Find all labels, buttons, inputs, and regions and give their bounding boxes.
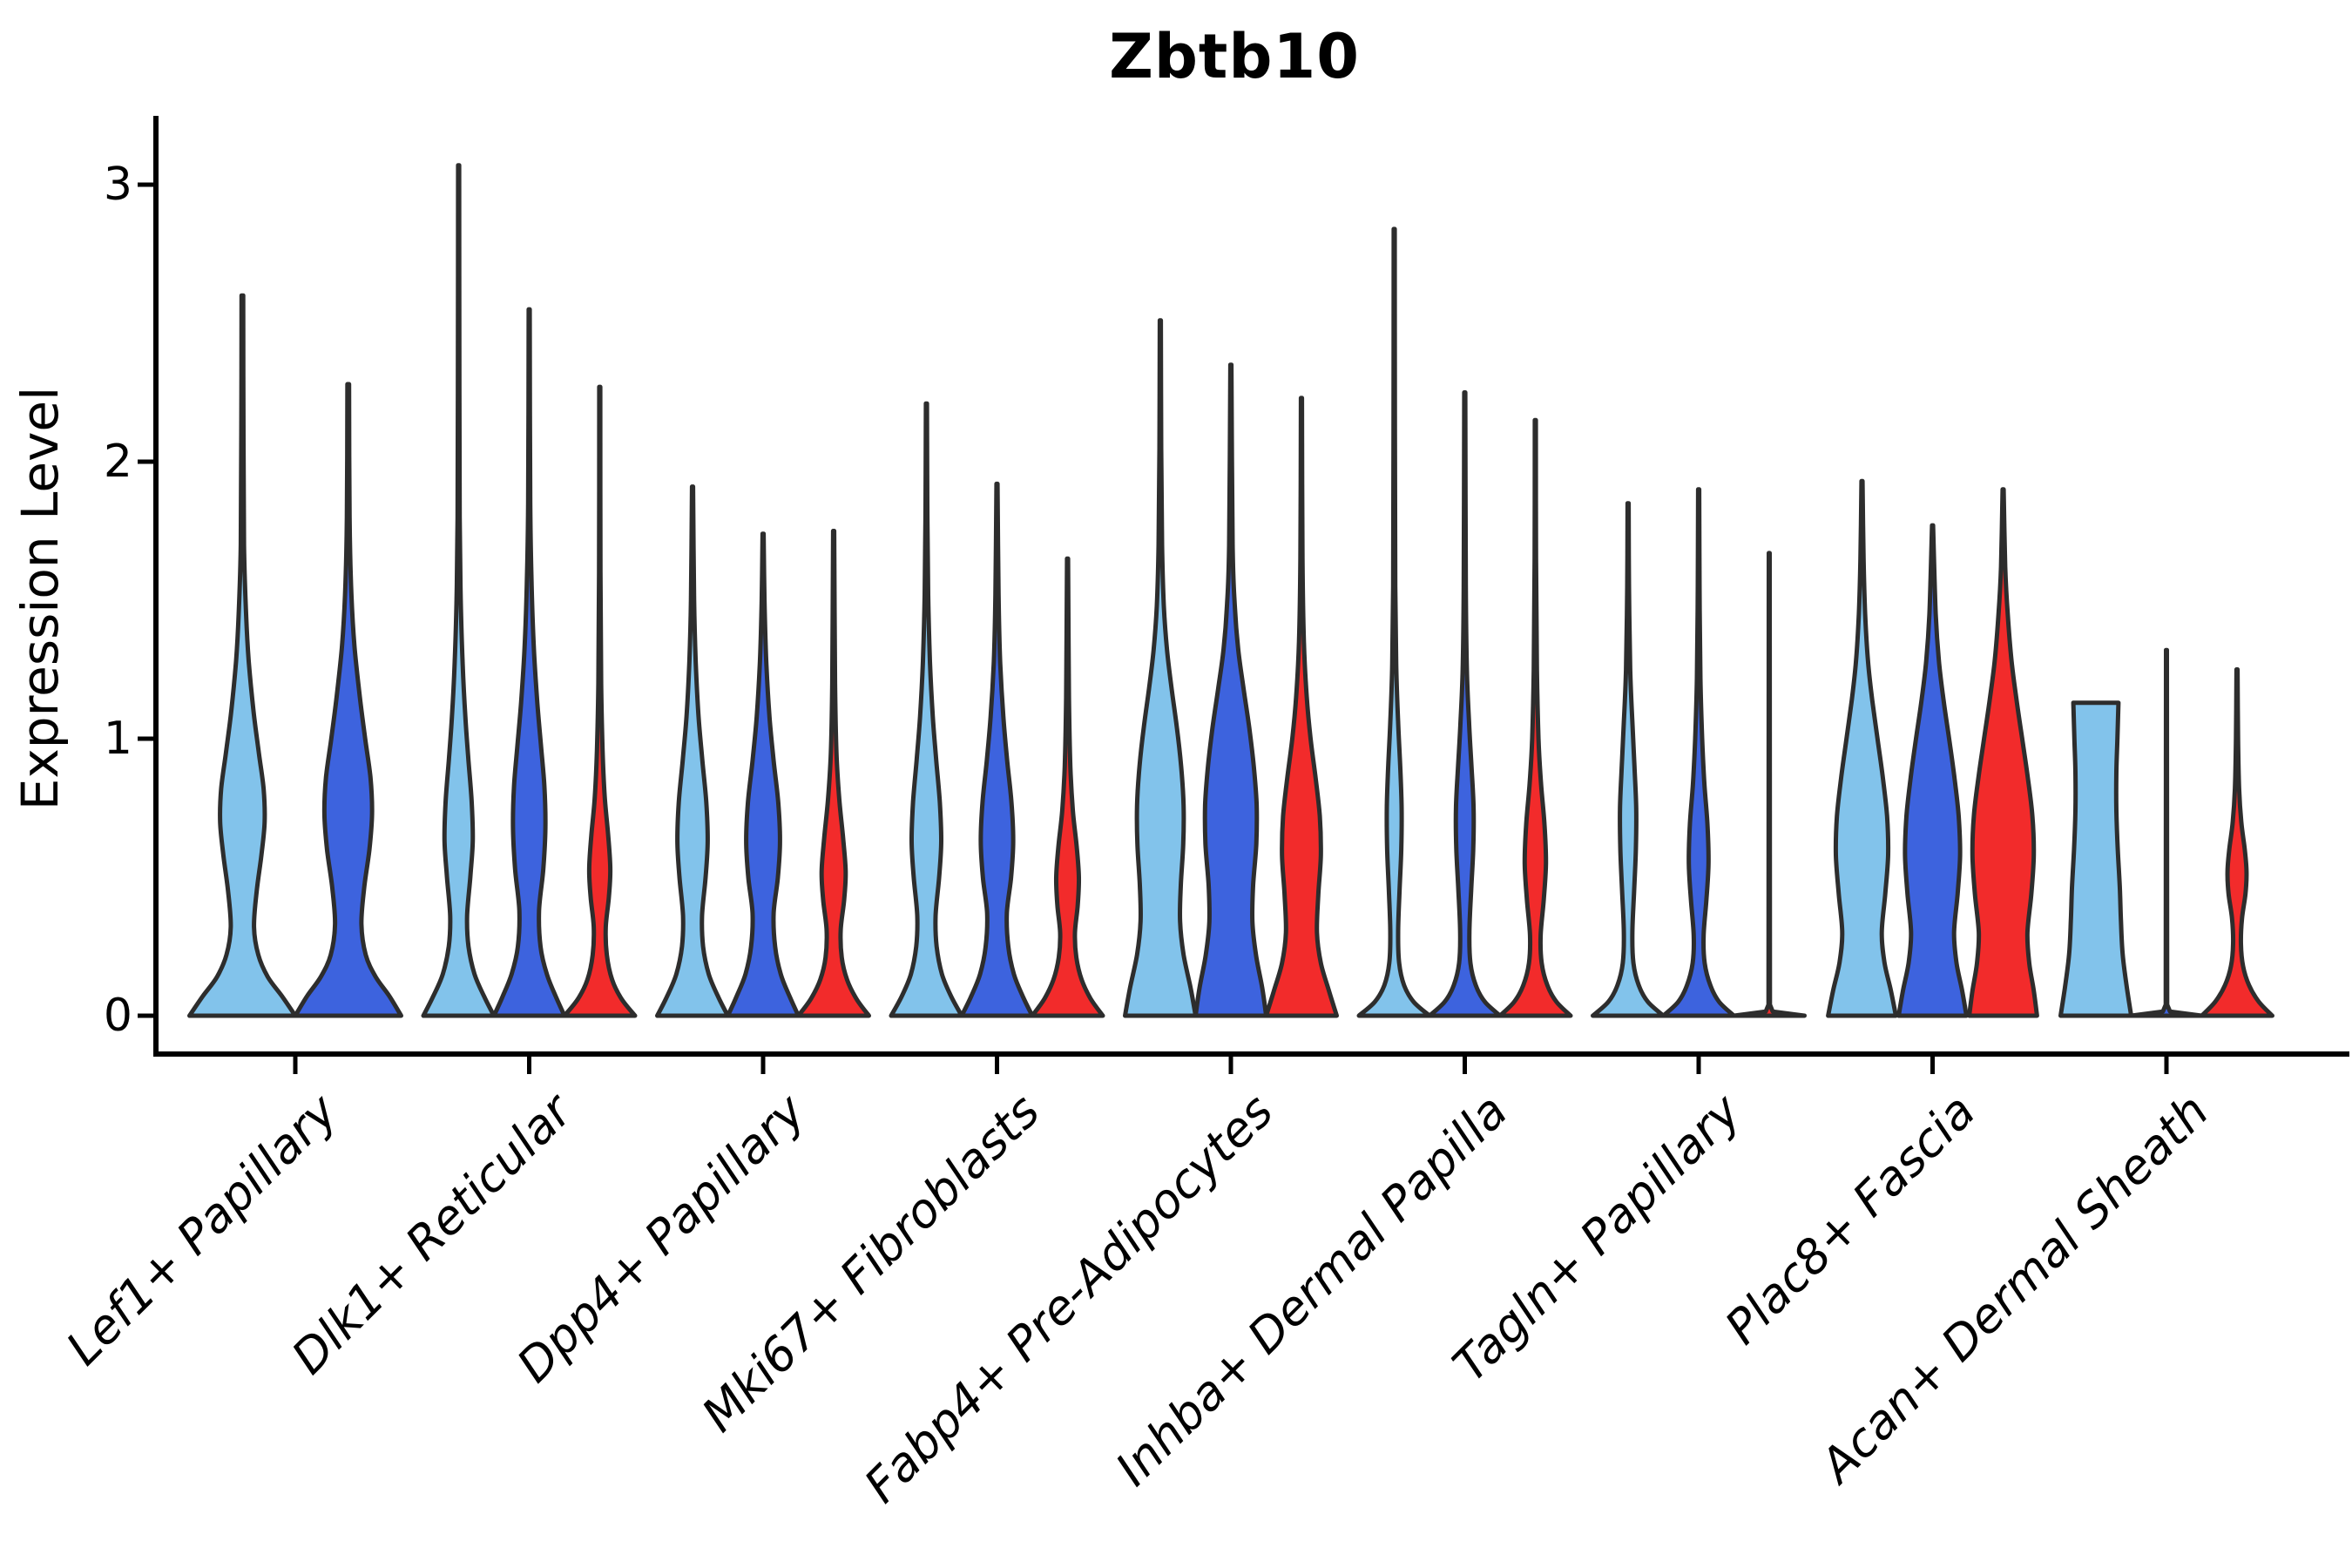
- x-tick-mark: [527, 1057, 531, 1074]
- x-tick-mark: [293, 1057, 298, 1074]
- violin-8-red: [2200, 667, 2274, 1018]
- violin-8-darkblue: [2129, 647, 2204, 1018]
- violin-7-darkblue: [1896, 523, 1969, 1018]
- chart-title: Zbtb10: [1109, 21, 1360, 92]
- violin-1-red: [562, 384, 638, 1018]
- x-tick-mark: [760, 1057, 766, 1074]
- violin-3-darkblue: [959, 481, 1035, 1018]
- violin-2-red: [796, 529, 871, 1018]
- y-axis-spine: [153, 116, 159, 1057]
- x-axis-spine: [153, 1051, 2349, 1057]
- y-tick-label: 2: [103, 436, 132, 488]
- y-tick-mark: [138, 1013, 156, 1018]
- violin-4-lightblue: [1123, 318, 1198, 1018]
- violin-3-lightblue: [889, 401, 964, 1018]
- y-tick-mark: [138, 459, 156, 464]
- violin-7-lightblue: [1826, 478, 1898, 1018]
- y-tick-mark: [138, 182, 156, 187]
- violin-4-darkblue: [1193, 362, 1268, 1018]
- violin-5-darkblue: [1427, 390, 1503, 1018]
- x-tick-mark: [1228, 1057, 1233, 1074]
- violin-6-darkblue: [1661, 487, 1736, 1018]
- violin-1-darkblue: [491, 307, 567, 1018]
- x-tick-mark: [1930, 1057, 1935, 1074]
- violin-1-lightblue: [421, 163, 497, 1018]
- violin-0-lightblue: [187, 293, 298, 1018]
- y-tick-mark: [138, 736, 156, 741]
- x-tick-mark: [2164, 1057, 2169, 1074]
- violin-4-red: [1264, 395, 1339, 1018]
- y-tick-label: 3: [103, 159, 132, 211]
- violin-5-lightblue: [1356, 226, 1432, 1018]
- violin-2-darkblue: [726, 531, 801, 1018]
- y-axis-label: Expression Level: [10, 386, 70, 811]
- violin-0-darkblue: [293, 382, 403, 1018]
- violin-2-lightblue: [655, 484, 730, 1018]
- violin-5-red: [1497, 417, 1573, 1018]
- violin-3-red: [1030, 556, 1105, 1018]
- violin-7-red: [1967, 487, 2039, 1018]
- x-tick-mark: [995, 1057, 999, 1074]
- violin-6-lightblue: [1591, 501, 1666, 1018]
- y-tick-label: 1: [103, 713, 132, 765]
- violin-8-lightblue: [2058, 700, 2133, 1018]
- y-tick-label: 0: [103, 990, 132, 1042]
- x-tick-mark: [1696, 1057, 1701, 1074]
- violin-6-red: [1732, 551, 1807, 1018]
- x-tick-mark: [1463, 1057, 1467, 1074]
